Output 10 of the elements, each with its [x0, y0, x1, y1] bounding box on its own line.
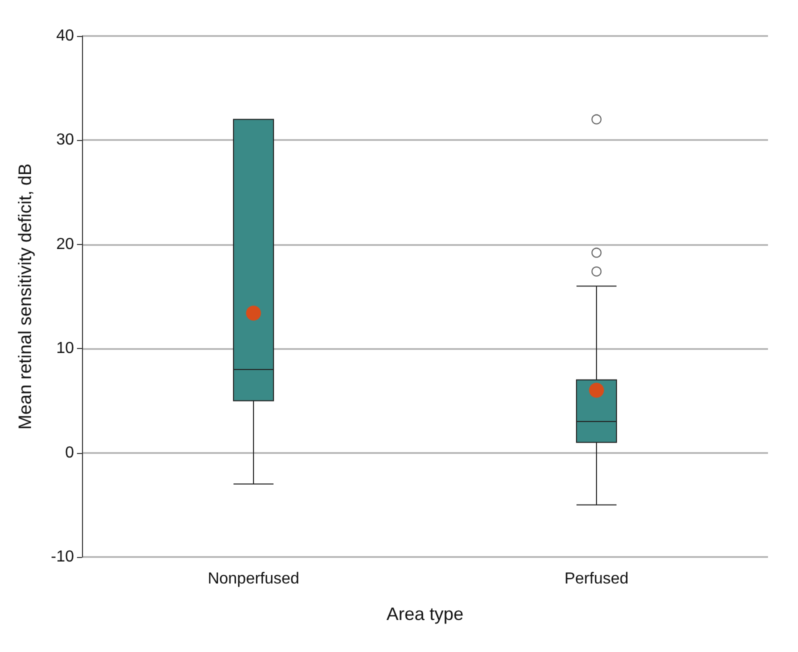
- y-tick-label: -10: [50, 548, 74, 566]
- x-tick-label: Perfused: [564, 570, 629, 588]
- y-tick-label: 0: [65, 444, 74, 462]
- x-tick-label: Nonperfused: [208, 570, 300, 588]
- y-axis-title: Mean retinal sensitivity deficit, dB: [15, 163, 35, 430]
- x-axis-title: Area type: [386, 604, 464, 624]
- y-tick-label: 20: [56, 236, 74, 253]
- y-tick-label: 10: [56, 340, 74, 358]
- y-tick-label: 30: [56, 132, 74, 149]
- y-tick-label: 40: [56, 28, 74, 44]
